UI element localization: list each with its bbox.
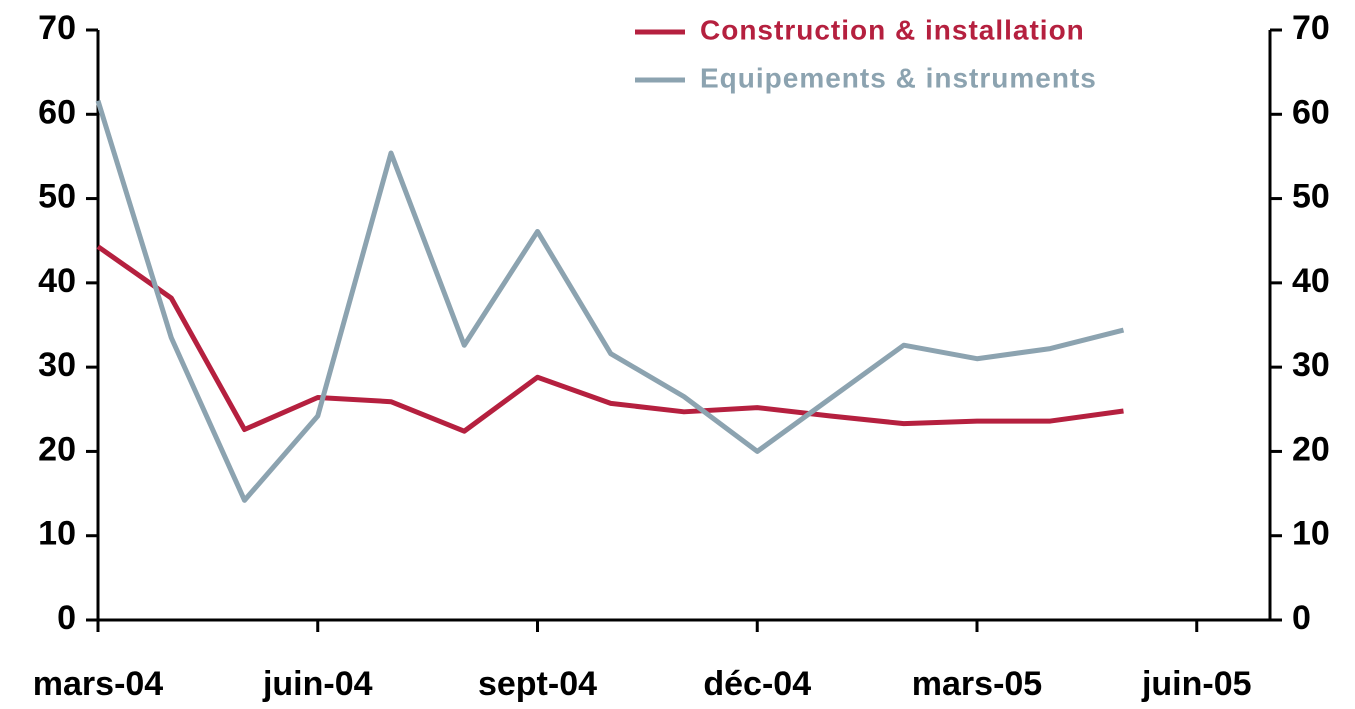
series-line: [95, 100, 1125, 503]
y2-tick-label: 30: [1292, 346, 1330, 384]
y2-tick-label: 20: [1292, 430, 1330, 468]
x-tick-label: juin-04: [262, 665, 373, 703]
x-tick-label: déc-04: [703, 665, 811, 703]
y-tick-label: 40: [38, 262, 76, 300]
y2-tick-label: 0: [1292, 599, 1311, 637]
legend-label: Construction & installation: [700, 14, 1085, 45]
y2-tick-label: 50: [1292, 178, 1330, 216]
legend-label: Equipements & instruments: [700, 62, 1097, 93]
y-tick-label: 0: [57, 599, 76, 637]
y-tick-label: 70: [38, 9, 76, 47]
y-tick-label: 60: [38, 93, 76, 131]
y-tick-label: 20: [38, 430, 76, 468]
y-tick-label: 30: [38, 346, 76, 384]
x-tick-label: juin-05: [1141, 665, 1252, 703]
x-tick-label: sept-04: [478, 665, 597, 703]
y2-tick-label: 60: [1292, 93, 1330, 131]
x-tick-label: mars-04: [33, 665, 164, 703]
series-line: [96, 244, 1124, 434]
y2-tick-label: 10: [1292, 515, 1330, 553]
y2-tick-label: 70: [1292, 9, 1330, 47]
y-tick-label: 50: [38, 178, 76, 216]
x-tick-label: mars-05: [912, 665, 1042, 703]
y-tick-label: 10: [38, 515, 76, 553]
y2-tick-label: 40: [1292, 262, 1330, 300]
